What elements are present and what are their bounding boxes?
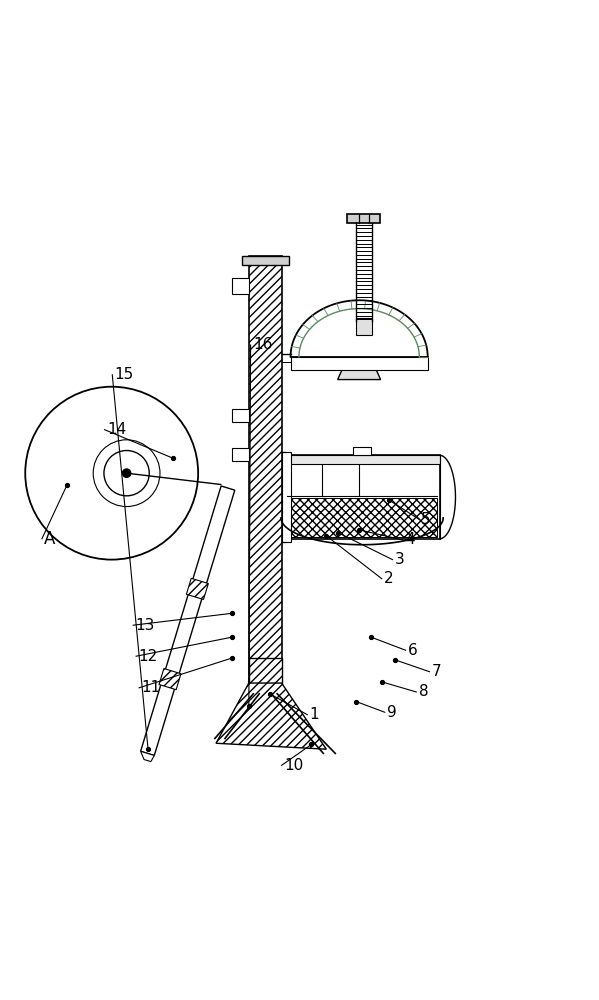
Bar xyxy=(232,409,249,422)
Polygon shape xyxy=(159,669,181,690)
Bar xyxy=(249,256,282,694)
Polygon shape xyxy=(186,578,208,599)
Bar xyxy=(232,278,249,294)
Polygon shape xyxy=(141,751,155,762)
Text: 15: 15 xyxy=(114,367,134,382)
Text: 3: 3 xyxy=(395,552,405,567)
Text: 7: 7 xyxy=(432,664,441,679)
Polygon shape xyxy=(216,683,326,749)
Text: 11: 11 xyxy=(141,680,161,695)
Text: 16: 16 xyxy=(253,337,273,352)
Bar xyxy=(241,256,289,265)
Text: 2: 2 xyxy=(384,571,394,586)
Bar xyxy=(249,658,282,694)
Text: 8: 8 xyxy=(419,684,428,699)
Circle shape xyxy=(122,469,131,477)
Bar xyxy=(356,318,371,335)
Text: 1: 1 xyxy=(310,707,319,722)
Bar xyxy=(282,452,291,542)
Bar xyxy=(341,362,377,369)
Bar xyxy=(285,455,440,539)
Text: 10: 10 xyxy=(284,758,303,773)
Text: 9: 9 xyxy=(387,705,397,720)
Text: 14: 14 xyxy=(107,422,126,437)
Text: 13: 13 xyxy=(135,618,155,633)
Text: A: A xyxy=(44,530,56,548)
Text: 4: 4 xyxy=(405,532,415,547)
Polygon shape xyxy=(338,369,380,380)
Bar xyxy=(287,498,437,537)
Bar xyxy=(347,214,380,223)
Bar xyxy=(285,455,440,464)
Bar xyxy=(291,357,428,370)
Text: 12: 12 xyxy=(138,649,158,664)
Bar xyxy=(232,448,249,461)
Text: 5: 5 xyxy=(421,512,431,527)
Polygon shape xyxy=(141,486,235,755)
Bar xyxy=(353,447,371,455)
Text: 6: 6 xyxy=(408,643,418,658)
